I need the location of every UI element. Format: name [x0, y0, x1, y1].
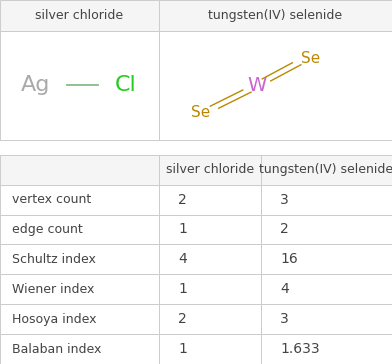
- Bar: [261, 155, 392, 185]
- Bar: [0, 334, 159, 364]
- Text: tungsten(IV) selenide: tungsten(IV) selenide: [208, 9, 343, 22]
- Bar: [159, 244, 261, 274]
- Text: 4: 4: [178, 252, 187, 266]
- Bar: [0, 155, 159, 185]
- Text: Balaban index: Balaban index: [12, 343, 101, 356]
- Text: 4: 4: [280, 282, 289, 296]
- Bar: [0, 304, 159, 334]
- Bar: [0, 244, 159, 274]
- Text: Se: Se: [191, 105, 211, 120]
- Text: tungsten(IV) selenide: tungsten(IV) selenide: [259, 163, 392, 176]
- Bar: [159, 334, 261, 364]
- Bar: [159, 31, 392, 140]
- Text: 1.633: 1.633: [280, 342, 320, 356]
- Text: 2: 2: [178, 312, 187, 326]
- Text: 1: 1: [178, 282, 187, 296]
- Text: Wiener index: Wiener index: [12, 283, 94, 296]
- Text: Ag: Ag: [21, 75, 50, 95]
- Bar: [0, 0, 159, 31]
- Text: Cl: Cl: [114, 75, 136, 95]
- Bar: [261, 244, 392, 274]
- Bar: [0, 274, 159, 304]
- Bar: [159, 214, 261, 244]
- Bar: [261, 304, 392, 334]
- Bar: [159, 185, 261, 214]
- Text: Se: Se: [301, 51, 320, 66]
- Text: Hosoya index: Hosoya index: [12, 313, 96, 326]
- Text: 3: 3: [280, 193, 289, 206]
- Text: silver chloride: silver chloride: [35, 9, 123, 22]
- Bar: [159, 155, 261, 185]
- Bar: [159, 304, 261, 334]
- Text: edge count: edge count: [12, 223, 82, 236]
- Text: 1: 1: [178, 222, 187, 237]
- Text: silver chloride: silver chloride: [166, 163, 254, 176]
- Text: 3: 3: [280, 312, 289, 326]
- Text: 2: 2: [280, 222, 289, 237]
- Bar: [0, 185, 159, 214]
- Text: 2: 2: [178, 193, 187, 206]
- Bar: [159, 274, 261, 304]
- Bar: [261, 214, 392, 244]
- Bar: [159, 0, 392, 31]
- Text: 16: 16: [280, 252, 298, 266]
- Bar: [0, 31, 159, 140]
- Bar: [261, 185, 392, 214]
- Text: Schultz index: Schultz index: [12, 253, 96, 266]
- Text: W: W: [247, 76, 266, 95]
- Text: vertex count: vertex count: [12, 193, 91, 206]
- Bar: [0, 214, 159, 244]
- Text: 1: 1: [178, 342, 187, 356]
- Bar: [261, 274, 392, 304]
- Bar: [261, 334, 392, 364]
